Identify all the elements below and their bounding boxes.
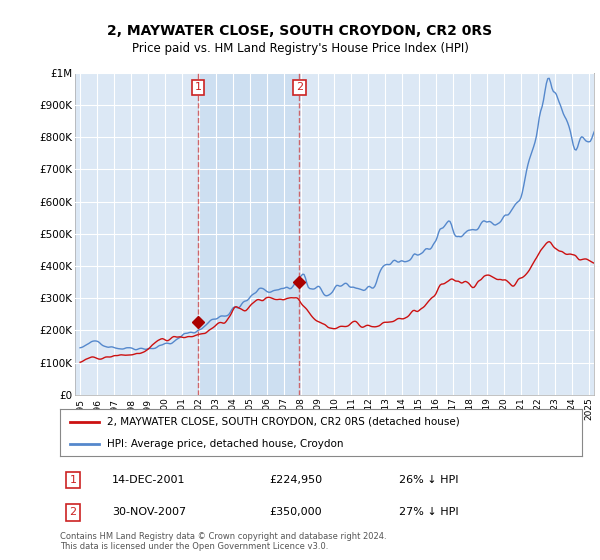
Text: 1: 1 (194, 82, 202, 92)
Text: 30-NOV-2007: 30-NOV-2007 (112, 507, 187, 517)
Text: 14-DEC-2001: 14-DEC-2001 (112, 475, 186, 486)
Text: 27% ↓ HPI: 27% ↓ HPI (400, 507, 459, 517)
Text: 2, MAYWATER CLOSE, SOUTH CROYDON, CR2 0RS (detached house): 2, MAYWATER CLOSE, SOUTH CROYDON, CR2 0R… (107, 417, 460, 427)
Text: 26% ↓ HPI: 26% ↓ HPI (400, 475, 459, 486)
Text: £224,950: £224,950 (269, 475, 322, 486)
Text: Price paid vs. HM Land Registry's House Price Index (HPI): Price paid vs. HM Land Registry's House … (131, 42, 469, 55)
Text: 2, MAYWATER CLOSE, SOUTH CROYDON, CR2 0RS: 2, MAYWATER CLOSE, SOUTH CROYDON, CR2 0R… (107, 24, 493, 38)
Text: 2: 2 (296, 82, 303, 92)
Text: Contains HM Land Registry data © Crown copyright and database right 2024.
This d: Contains HM Land Registry data © Crown c… (60, 532, 386, 552)
Text: 1: 1 (70, 475, 77, 486)
Text: HPI: Average price, detached house, Croydon: HPI: Average price, detached house, Croy… (107, 438, 343, 449)
Text: £350,000: £350,000 (269, 507, 322, 517)
Text: 2: 2 (70, 507, 77, 517)
